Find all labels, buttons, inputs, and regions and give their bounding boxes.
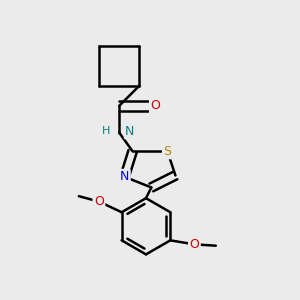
Text: S: S: [164, 145, 171, 158]
Text: H: H: [102, 126, 110, 136]
Text: O: O: [94, 195, 104, 208]
Text: O: O: [150, 99, 160, 112]
Text: O: O: [190, 238, 200, 251]
Text: N: N: [120, 170, 129, 183]
Text: N: N: [125, 125, 135, 138]
